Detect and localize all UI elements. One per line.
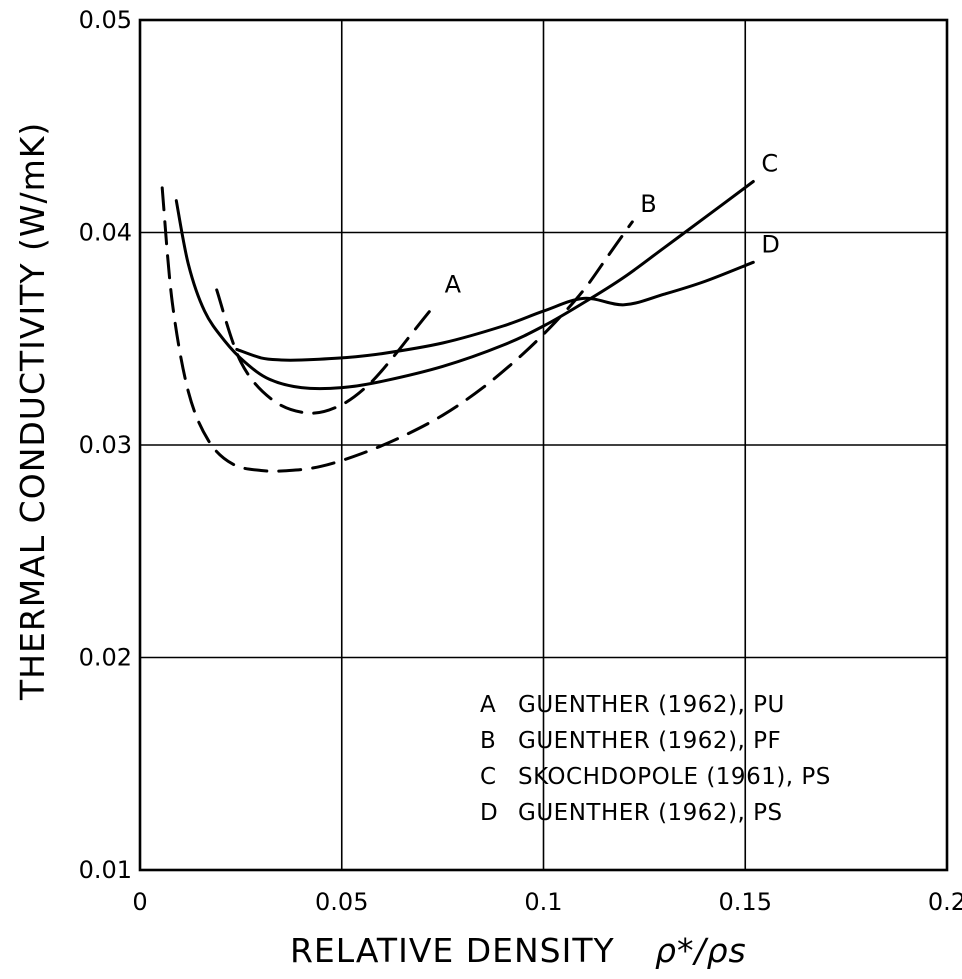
series-c-line [174, 180, 755, 391]
x-tick-label: 0.1 [524, 888, 562, 916]
x-tick-label: 0.15 [719, 888, 772, 916]
y-tick-label: 0.03 [79, 431, 132, 459]
data-curves [160, 180, 755, 473]
y-tick-label: 0.05 [79, 6, 132, 34]
series-c-label: C [761, 150, 778, 178]
legend-key: D [480, 800, 498, 826]
x-axis-title: RELATIVE DENSITY [290, 931, 615, 970]
legend-key: C [480, 764, 497, 790]
tick-labels: 0 0.05 0.1 0.15 0.2 0.01 0.02 0.03 0.04 0.05 [79, 6, 962, 916]
legend-entry: SKOCHDOPOLE (1961), PS [518, 764, 831, 790]
x-axis-symbol: ρ*/ρs [655, 931, 747, 970]
y-tick-label: 0.01 [79, 856, 132, 884]
series-a-line [215, 288, 439, 415]
legend-entry: GUENTHER (1962), PF [518, 728, 781, 754]
curve-labels: A B C D [445, 150, 780, 299]
legend: A GUENTHER (1962), PU B GUENTHER (1962), PF… [480, 692, 831, 826]
legend-entry: GUENTHER (1962), PU [518, 692, 785, 718]
y-tick-label: 0.04 [79, 219, 132, 247]
series-b-line [160, 186, 634, 473]
y-axis-title: THERMAL CONDUCTIVITY (W/mK) [13, 122, 52, 701]
plot-frame [138, 18, 949, 872]
series-b-label: B [640, 190, 656, 218]
legend-entry: GUENTHER (1962), PS [518, 800, 783, 826]
x-tick-label: 0 [132, 888, 147, 916]
series-d-label: D [761, 230, 779, 258]
series-d-line [235, 260, 755, 362]
x-tick-label: 0.05 [315, 888, 368, 916]
series-a-label: A [445, 271, 462, 299]
grid-lines [140, 20, 947, 870]
x-tick-label: 0.2 [928, 888, 962, 916]
legend-key: A [480, 692, 496, 718]
legend-key: B [480, 728, 496, 754]
y-tick-label: 0.02 [79, 644, 132, 672]
